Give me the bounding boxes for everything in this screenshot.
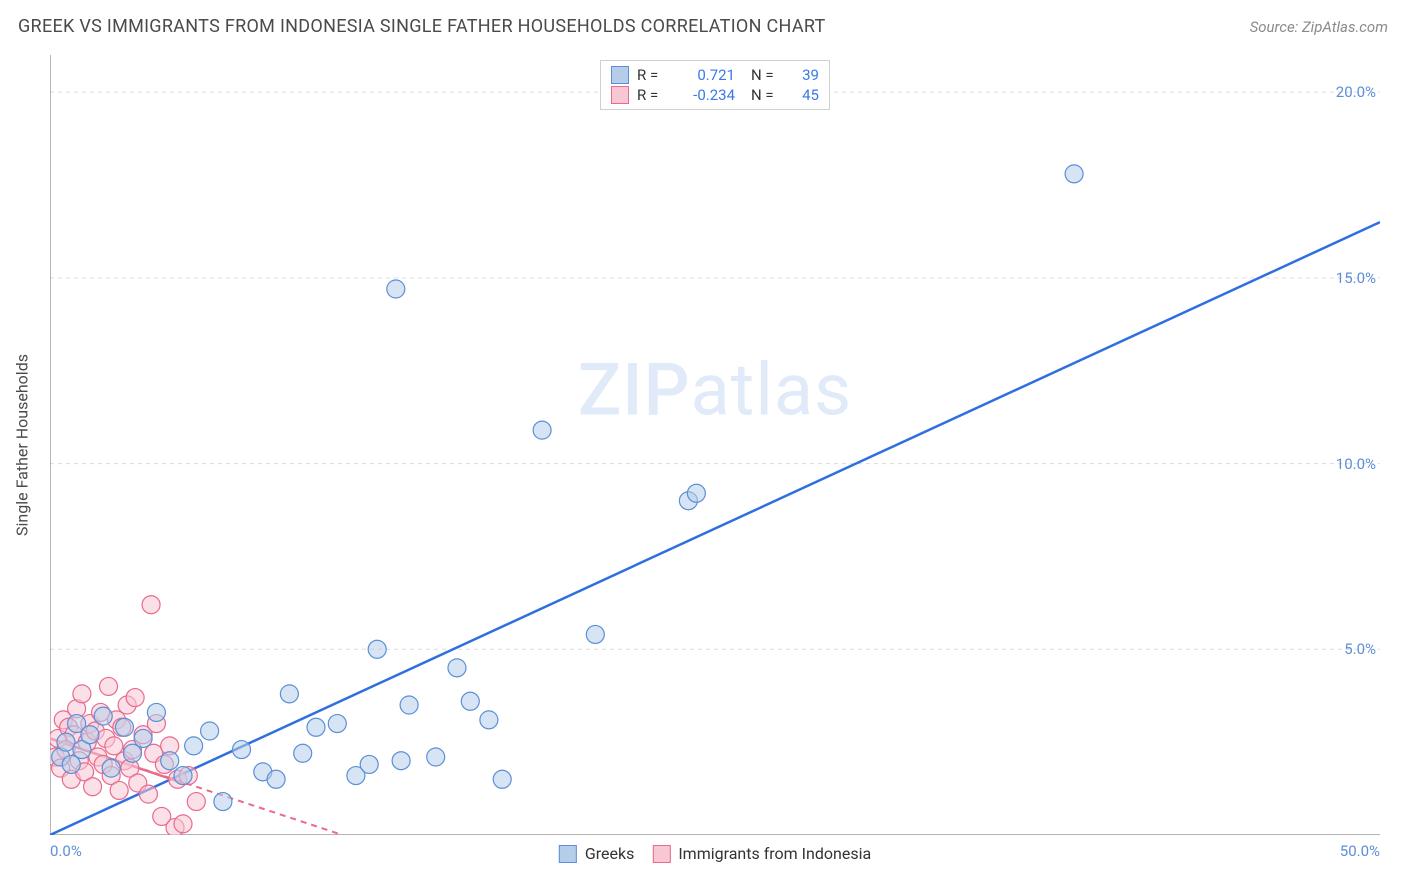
greeks-swatch-icon bbox=[611, 66, 629, 84]
series-legend: Greeks Immigrants from Indonesia bbox=[559, 844, 871, 863]
stats-legend: R = 0.721 N = 39 R = -0.234 N = 45 bbox=[600, 60, 830, 110]
indonesia-n-value: 45 bbox=[789, 86, 819, 104]
legend-item-greeks: Greeks bbox=[559, 844, 635, 863]
x-tick-1: 50.0% bbox=[1340, 842, 1380, 860]
greeks-r-value: 0.721 bbox=[675, 66, 735, 84]
chart-title: GREEK VS IMMIGRANTS FROM INDONESIA SINGL… bbox=[18, 16, 826, 37]
y-axis-label: Single Father Households bbox=[13, 354, 32, 536]
y-tick: 15.0% bbox=[1336, 269, 1376, 287]
x-tick-0: 0.0% bbox=[50, 842, 82, 860]
legend-label-greeks: Greeks bbox=[585, 844, 635, 863]
stats-row-indonesia: R = -0.234 N = 45 bbox=[611, 85, 819, 105]
scatter-plot bbox=[50, 55, 1380, 835]
indonesia-swatch-icon bbox=[611, 86, 629, 104]
legend-item-indonesia: Immigrants from Indonesia bbox=[652, 844, 871, 863]
source-label: Source: ZipAtlas.com bbox=[1250, 18, 1388, 36]
greeks-swatch-icon bbox=[559, 845, 577, 863]
indonesia-swatch-icon bbox=[652, 845, 670, 863]
stats-row-greeks: R = 0.721 N = 39 bbox=[611, 65, 819, 85]
greeks-n-value: 39 bbox=[789, 66, 819, 84]
y-tick: 10.0% bbox=[1336, 455, 1376, 473]
y-tick: 20.0% bbox=[1336, 83, 1376, 101]
y-tick: 5.0% bbox=[1344, 640, 1376, 658]
chart-area: Single Father Households ZIPatlas 5.0%10… bbox=[50, 55, 1380, 835]
legend-label-indonesia: Immigrants from Indonesia bbox=[678, 844, 871, 863]
indonesia-r-value: -0.234 bbox=[675, 86, 735, 104]
